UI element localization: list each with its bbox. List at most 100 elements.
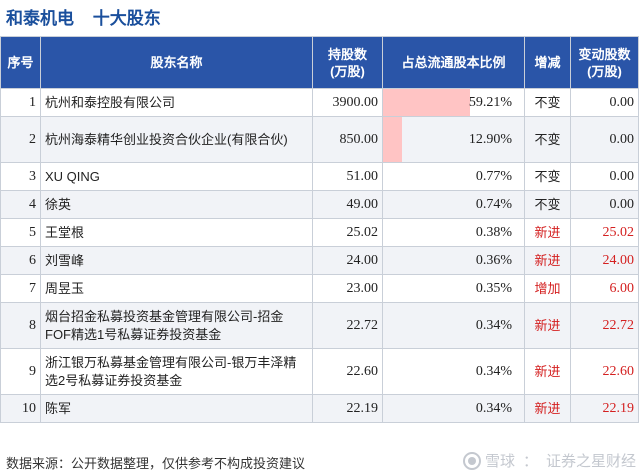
header-shares-line1: 持股数 <box>327 46 367 62</box>
header-delta: 变动股数 (万股) <box>570 36 639 89</box>
holder-change: 新进 <box>524 302 571 349</box>
table-row: 3 XU QING 51.00 0.77% 不变 0.00 <box>0 162 639 191</box>
holder-delta: 0.00 <box>570 162 639 191</box>
holder-shares: 22.19 <box>312 394 383 423</box>
page-title: 和泰机电 十大股东 <box>6 4 161 28</box>
holder-delta: 25.02 <box>570 218 639 247</box>
ratio-text: 0.34% <box>475 364 512 379</box>
row-index: 10 <box>0 394 41 423</box>
row-index: 4 <box>0 190 41 219</box>
holder-name: 浙江银万私募基金管理有限公司-银万丰泽精选2号私募证券投资基金 <box>40 348 313 395</box>
ratio-text: 0.36% <box>475 253 512 268</box>
holder-ratio: 12.90% <box>382 116 525 163</box>
holder-shares: 3900.00 <box>312 88 383 117</box>
table-row: 10 陈军 22.19 0.34% 新进 22.19 <box>0 394 639 423</box>
brand-separator: ： <box>522 453 538 470</box>
brand-mark: 雪球 ： 证券之星财经 <box>462 450 636 470</box>
table-row: 2 杭州海泰精华创业投资合伙企业(有限合伙) 850.00 12.90% 不变 … <box>0 116 639 163</box>
header-change: 增减 <box>524 36 571 89</box>
holder-delta: 22.60 <box>570 348 639 395</box>
company-name: 和泰机电 <box>6 9 74 28</box>
holder-ratio: 0.74% <box>382 190 525 219</box>
header-shares-line2: (万股) <box>330 63 365 79</box>
data-source-note: 数据来源：公开数据整理，仅供参考不构成投资建议 <box>6 456 306 470</box>
header-delta-line2: (万股) <box>587 63 622 79</box>
holder-ratio: 0.36% <box>382 246 525 275</box>
ratio-text: 0.77% <box>475 169 512 184</box>
table-row: 6 刘雪峰 24.00 0.36% 新进 24.00 <box>0 246 639 275</box>
brand-name: 证券之星财经 <box>545 453 636 470</box>
holder-name: XU QING <box>40 162 313 191</box>
holder-delta: 0.00 <box>570 88 639 117</box>
holder-name: 徐英 <box>40 190 313 219</box>
table-row: 1 杭州和泰控股有限公司 3900.00 59.21% 不变 0.00 <box>0 88 639 117</box>
row-index: 5 <box>0 218 41 247</box>
holder-name: 周昱玉 <box>40 274 313 303</box>
holder-name: 烟台招金私募投资基金管理有限公司-招金FOF精选1号私募证券投资基金 <box>40 302 313 349</box>
holder-name: 刘雪峰 <box>40 246 313 275</box>
ratio-text: 0.38% <box>475 225 512 240</box>
ratio-text: 12.90% <box>468 132 512 147</box>
header-ratio: 占总流通股本比例 <box>382 36 525 89</box>
table-row: 5 王堂根 25.02 0.38% 新进 25.02 <box>0 218 639 247</box>
holder-ratio: 0.38% <box>382 218 525 247</box>
holder-change: 新进 <box>524 348 571 395</box>
ratio-text: 0.35% <box>475 281 512 296</box>
holder-name: 王堂根 <box>40 218 313 247</box>
holder-ratio: 59.21% <box>382 88 525 117</box>
holder-shares: 25.02 <box>312 218 383 247</box>
holder-ratio: 0.77% <box>382 162 525 191</box>
ratio-text: 59.21% <box>468 95 512 110</box>
holder-change: 新进 <box>524 246 571 275</box>
holder-name: 杭州海泰精华创业投资合伙企业(有限合伙) <box>40 116 313 163</box>
holder-delta: 6.00 <box>570 274 639 303</box>
page-subtitle: 十大股东 <box>92 9 161 28</box>
holder-change: 不变 <box>524 88 571 117</box>
header-shares: 持股数 (万股) <box>312 36 383 89</box>
ratio-text: 0.74% <box>475 197 512 212</box>
table-row: 4 徐英 49.00 0.74% 不变 0.00 <box>0 190 639 219</box>
holder-name: 杭州和泰控股有限公司 <box>40 88 313 117</box>
row-index: 1 <box>0 88 41 117</box>
header-index: 序号 <box>0 36 41 89</box>
top-ten-shareholders-table: 序号 股东名称 持股数 (万股) 占总流通股本比例 增减 变动股数 (万股) 1… <box>0 36 639 423</box>
holder-delta: 22.19 <box>570 394 639 423</box>
header-name: 股东名称 <box>40 36 313 89</box>
row-index: 8 <box>0 302 41 349</box>
holder-delta: 0.00 <box>570 116 639 163</box>
holder-shares: 22.72 <box>312 302 383 349</box>
table-row: 8 烟台招金私募投资基金管理有限公司-招金FOF精选1号私募证券投资基金 22.… <box>0 302 639 349</box>
holder-ratio: 0.34% <box>382 348 525 395</box>
holder-shares: 23.00 <box>312 274 383 303</box>
table-header-row: 序号 股东名称 持股数 (万股) 占总流通股本比例 增减 变动股数 (万股) <box>0 36 639 89</box>
holder-ratio: 0.34% <box>382 302 525 349</box>
row-index: 7 <box>0 274 41 303</box>
ratio-bar <box>383 89 471 116</box>
header-delta-line1: 变动股数 <box>578 46 631 62</box>
holder-delta: 0.00 <box>570 190 639 219</box>
brand-platform: 雪球 <box>484 453 515 470</box>
holder-change: 不变 <box>524 190 571 219</box>
holder-delta: 22.72 <box>570 302 639 349</box>
holder-shares: 22.60 <box>312 348 383 395</box>
ratio-text: 0.34% <box>475 318 512 333</box>
holder-shares: 850.00 <box>312 116 383 163</box>
row-index: 2 <box>0 116 41 163</box>
holder-ratio: 0.35% <box>382 274 525 303</box>
holder-shares: 49.00 <box>312 190 383 219</box>
ratio-text: 0.34% <box>475 401 512 416</box>
holder-change: 不变 <box>524 116 571 163</box>
holder-change: 增加 <box>524 274 571 303</box>
holder-change: 新进 <box>524 218 571 247</box>
row-index: 9 <box>0 348 41 395</box>
row-index: 6 <box>0 246 41 275</box>
holder-shares: 24.00 <box>312 246 383 275</box>
holder-change: 不变 <box>524 162 571 191</box>
table-row: 7 周昱玉 23.00 0.35% 增加 6.00 <box>0 274 639 303</box>
holder-ratio: 0.34% <box>382 394 525 423</box>
snowball-logo-icon <box>462 451 481 470</box>
ratio-bar <box>383 117 403 162</box>
table-row: 9 浙江银万私募基金管理有限公司-银万丰泽精选2号私募证券投资基金 22.60 … <box>0 348 639 395</box>
holder-change: 新进 <box>524 394 571 423</box>
holder-name: 陈军 <box>40 394 313 423</box>
